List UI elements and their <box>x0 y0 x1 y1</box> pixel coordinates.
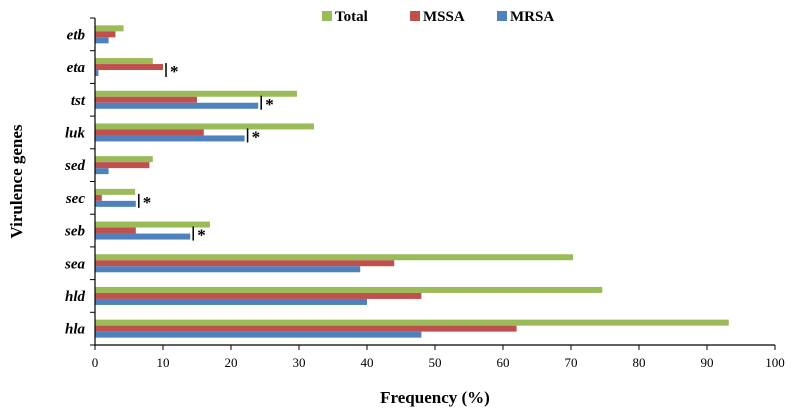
significance-star: * <box>252 127 261 146</box>
bar-mssa-hla <box>95 325 517 332</box>
bar-total-tst <box>95 90 297 97</box>
bar-mssa-tst <box>95 96 197 103</box>
bar-total-etb <box>95 25 124 32</box>
x-tick-label: 30 <box>293 355 306 370</box>
x-tick-label: 0 <box>92 355 99 370</box>
x-ticks: 0 10 20 30 40 50 60 70 80 90 100 <box>92 345 785 370</box>
bar-mrsa-hld <box>95 298 367 305</box>
significance-star: * <box>143 193 152 212</box>
x-tick-label: 70 <box>565 355 578 370</box>
x-tick-label: 90 <box>701 355 714 370</box>
bar-mrsa-sec <box>95 200 136 207</box>
bar-total-eta <box>95 58 153 65</box>
bar-mssa-eta <box>95 64 163 71</box>
y-axis-title: Virulence genes <box>7 124 26 238</box>
y-ticks: etb eta tst luk sed sec seb sea hld hla <box>64 17 95 346</box>
bars-group <box>95 25 729 338</box>
y-tick-label: sec <box>65 191 85 207</box>
bar-mrsa-luk <box>95 135 245 142</box>
bar-mrsa-seb <box>95 233 191 240</box>
y-tick-label: sea <box>64 256 85 272</box>
bar-total-sea <box>95 254 574 261</box>
bar-mrsa-tst <box>95 102 259 109</box>
significance-star: * <box>265 95 274 114</box>
y-tick-label: eta <box>67 60 86 76</box>
y-tick-label: sed <box>64 158 85 174</box>
significance-markers: ***** <box>138 62 274 245</box>
bar-mssa-luk <box>95 129 204 136</box>
y-tick-label: luk <box>65 125 86 141</box>
bar-total-seb <box>95 221 210 228</box>
bar-mrsa-hla <box>95 331 422 338</box>
bar-total-sec <box>95 188 136 195</box>
x-tick-label: 100 <box>765 355 785 370</box>
bar-mssa-sea <box>95 260 395 267</box>
y-tick-label: hla <box>65 322 86 338</box>
bar-mssa-hld <box>95 292 422 299</box>
x-tick-label: 80 <box>633 355 646 370</box>
bar-mrsa-etb <box>95 37 109 44</box>
bar-mssa-sec <box>95 194 102 201</box>
x-axis-title: Frequency (%) <box>380 388 490 407</box>
bar-total-luk <box>95 123 314 130</box>
legend-swatch-mrsa <box>497 11 507 21</box>
legend-swatch-mssa <box>410 11 420 21</box>
x-tick-label: 10 <box>157 355 170 370</box>
y-tick-label: etb <box>67 27 86 43</box>
y-tick-label: tst <box>71 93 86 109</box>
bar-total-hla <box>95 319 729 326</box>
bar-mrsa-sed <box>95 168 109 175</box>
y-tick-label: hld <box>65 289 86 305</box>
legend-label-total: Total <box>335 9 368 25</box>
bar-total-hld <box>95 286 603 293</box>
x-tick-label: 50 <box>429 355 442 370</box>
significance-star: * <box>197 226 206 245</box>
x-tick-label: 60 <box>497 355 510 370</box>
significance-star: * <box>170 62 179 81</box>
y-tick-label: seb <box>64 224 85 240</box>
bar-mssa-etb <box>95 31 116 38</box>
legend-swatch-total <box>322 11 332 21</box>
bar-mssa-sed <box>95 162 150 169</box>
bar-mrsa-sea <box>95 266 361 273</box>
bar-total-sed <box>95 156 153 163</box>
bar-mssa-seb <box>95 227 136 234</box>
x-tick-label: 20 <box>225 355 238 370</box>
legend-label-mrsa: MRSA <box>510 9 554 25</box>
bar-mrsa-eta <box>95 70 99 77</box>
legend-label-mssa: MSSA <box>423 9 465 25</box>
x-tick-label: 40 <box>361 355 374 370</box>
legend: Total MSSA MRSA <box>322 9 554 25</box>
